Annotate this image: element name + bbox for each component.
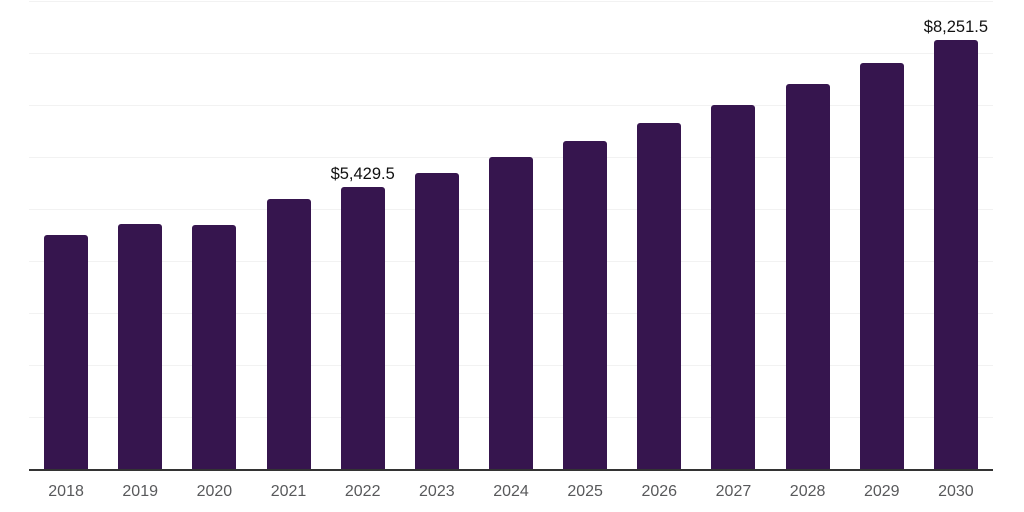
x-tick-2026: 2026 bbox=[641, 483, 678, 500]
x-tick-2022: 2022 bbox=[344, 483, 381, 500]
data-label-2030: $8,251.5 bbox=[923, 17, 989, 36]
gridline-7000 bbox=[29, 105, 993, 106]
gridline-9000 bbox=[29, 1, 993, 2]
x-tick-2018: 2018 bbox=[48, 483, 84, 500]
x-tick-2030: 2030 bbox=[938, 483, 974, 500]
gridline-8000 bbox=[29, 53, 993, 54]
bar-2030[interactable] bbox=[933, 39, 978, 469]
bar-2023[interactable] bbox=[414, 172, 459, 469]
bar-2028[interactable] bbox=[785, 84, 830, 469]
x-axis: 2018 2019 2020 2021 2022 2023 2024 2025 2026 2027… bbox=[29, 483, 993, 505]
bar-2020[interactable] bbox=[192, 225, 237, 469]
x-tick-2020: 2020 bbox=[196, 483, 233, 500]
x-tick-2021: 2021 bbox=[270, 483, 307, 500]
bar-2026[interactable] bbox=[637, 122, 682, 469]
bar-2022[interactable] bbox=[340, 186, 385, 469]
bar-2018[interactable] bbox=[44, 234, 89, 469]
plot-area: $5,429.5 $8,251.5 bbox=[29, 0, 993, 471]
x-tick-2028: 2028 bbox=[789, 483, 826, 500]
data-label-2022: $5,429.5 bbox=[330, 164, 395, 183]
bar-2027[interactable] bbox=[711, 105, 756, 469]
bar-2021[interactable] bbox=[266, 199, 311, 469]
bar-2025[interactable] bbox=[563, 141, 608, 469]
x-tick-2025: 2025 bbox=[567, 483, 603, 500]
bar-2024[interactable] bbox=[489, 157, 533, 469]
bar-2019[interactable] bbox=[118, 224, 163, 469]
x-tick-2019: 2019 bbox=[122, 483, 158, 500]
x-tick-2023: 2023 bbox=[419, 483, 455, 500]
x-tick-2027: 2027 bbox=[715, 483, 752, 500]
x-tick-2024: 2024 bbox=[493, 483, 529, 500]
bar-2029[interactable] bbox=[859, 62, 904, 469]
x-tick-2029: 2029 bbox=[863, 483, 900, 500]
